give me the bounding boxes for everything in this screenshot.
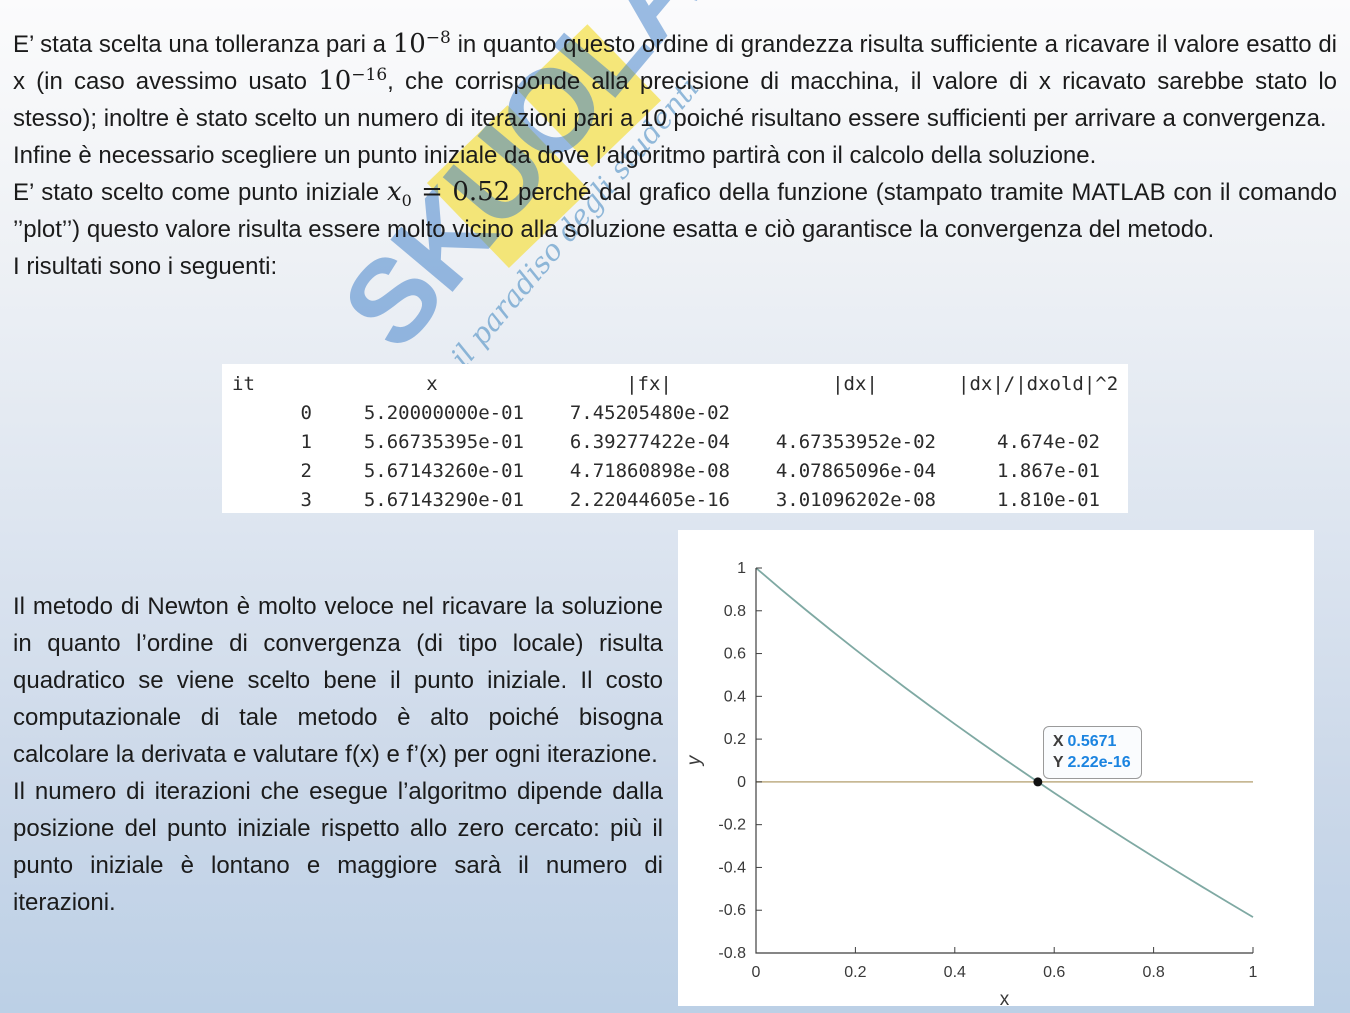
paragraph: E’ stata scelta una tolleranza pari a 10…	[13, 26, 1337, 137]
datatip-box[interactable]: X 0.5671 Y 2.22e-16	[1042, 725, 1142, 779]
axes-lines	[755, 568, 1253, 954]
table-header-cell: it	[232, 373, 255, 395]
y-tick-label: -0.4	[718, 859, 746, 876]
text-run: E’ stato scelto come punto iniziale	[13, 179, 387, 206]
text-run: 10	[318, 66, 352, 96]
root-marker	[1033, 777, 1043, 787]
y-tick-label: -0.2	[718, 817, 746, 834]
plot-canvas: 0 0.2 0.4 0.6 0.8 1 -0.8 -0.6 -0.4 -0.2 0 0.2 0.4 0.6…	[684, 560, 1258, 1006]
table-cell: 1.810e-01	[997, 489, 1100, 511]
text-run: I risultati sono i seguenti:	[13, 253, 278, 280]
text-run: perché dal grafico della funzione (stamp…	[13, 179, 1337, 243]
paragraph: E’ stato scelto come punto iniziale x0 =…	[13, 174, 1337, 248]
datatip-y-label: Y	[1052, 753, 1064, 771]
y-tick-label: 0.2	[724, 731, 746, 748]
iteration-results-table: it x |fx| |dx| |dx|/|dxold|^2 0 5.20000000e-01…	[222, 364, 1128, 513]
left-text-block: Il metodo di Newton è molto veloce nel r…	[13, 588, 663, 921]
table-cell: 3	[300, 489, 312, 511]
table-cell: 1.867e-01	[997, 460, 1100, 482]
text-run: E’ stata scelta una tolleranza pari a	[13, 31, 393, 58]
x-tick-label: 0	[752, 964, 761, 981]
table-header-cell: |dx|	[832, 373, 878, 395]
table-cell: 1	[300, 431, 312, 453]
datatip-y-row: Y 2.22e-16	[1053, 752, 1131, 773]
table-cell: 3.01096202e-08	[775, 489, 936, 511]
x-tick-label: 0.6	[1043, 964, 1065, 981]
table-row: 0 5.20000000e-01 7.45205480e-02	[222, 399, 1128, 428]
y-tick-label: 1	[737, 560, 746, 577]
table-header-cell: |dx|/|dxold|^2	[958, 373, 1119, 395]
table-cell: 6.39277422e-04	[569, 431, 730, 453]
table-cell: 4.674e-02	[997, 431, 1100, 453]
paragraph: Il numero di iterazioni che esegue l’alg…	[13, 773, 663, 921]
datatip-x-row: X 0.5671	[1053, 731, 1131, 752]
text-run: −16	[351, 65, 388, 85]
paragraph: Infine è necessario scegliere un punto i…	[13, 137, 1337, 174]
table-cell: 5.67143260e-01	[363, 460, 524, 482]
table-cell: 5.67143290e-01	[363, 489, 524, 511]
y-tick-label: 0	[737, 774, 746, 791]
top-text-block: E’ stata scelta una tolleranza pari a 10…	[13, 26, 1337, 285]
x-tick-label: 1	[1249, 964, 1258, 981]
y-axis-label: y	[684, 754, 705, 767]
table-row: 1 5.66735395e-01 6.39277422e-04 4.67353952e…	[222, 428, 1128, 457]
paragraph: I risultati sono i seguenti:	[13, 248, 1337, 285]
paragraph: Il metodo di Newton è molto veloce nel r…	[13, 588, 663, 773]
text-run: 0	[401, 190, 412, 210]
table-cell: 5.66735395e-01	[363, 431, 524, 453]
table-cell: 2.22044605e-16	[569, 489, 730, 511]
y-tick-label: 0.4	[724, 688, 746, 705]
function-curve	[755, 567, 1254, 918]
table-row: 3 5.67143290e-01 2.22044605e-16 3.01096202e…	[222, 486, 1128, 515]
datatip-y-value: 2.22e-16	[1067, 753, 1131, 771]
text-run: = 0.52	[411, 177, 511, 207]
table-cell: 0	[300, 402, 312, 424]
text-run: Infine è necessario scegliere un punto i…	[13, 142, 1097, 169]
text-run: Il metodo di Newton è molto veloce nel r…	[13, 593, 663, 768]
table-cell	[752, 399, 958, 428]
table-cell: 4.71860898e-08	[569, 460, 730, 482]
text-run: x	[386, 177, 402, 207]
y-tick-label: -0.6	[718, 902, 746, 919]
datatip-x-label: X	[1052, 732, 1064, 750]
table-cell: 4.07865096e-04	[775, 460, 936, 482]
table-cell: 7.45205480e-02	[569, 402, 730, 424]
x-tick-label: 0.2	[844, 964, 866, 981]
y-tick-label: -0.8	[718, 945, 746, 962]
matlab-plot-figure: 0 0.2 0.4 0.6 0.8 1 -0.8 -0.6 -0.4 -0.2 0 0.2 0.4 0.6…	[678, 530, 1314, 1006]
text-run: Il numero di iterazioni che esegue l’alg…	[13, 778, 663, 916]
text-run: 10	[392, 29, 426, 59]
table-header-cell: x	[426, 373, 438, 395]
table-cell: 4.67353952e-02	[775, 431, 936, 453]
y-tick-label: 0.8	[724, 603, 746, 620]
x-tick-label: 0.4	[944, 964, 966, 981]
text-run: −8	[425, 28, 451, 48]
y-tick-label: 0.6	[724, 646, 746, 663]
x-axis-label: x	[1000, 989, 1010, 1006]
table-header-row: it x |fx| |dx| |dx|/|dxold|^2	[222, 370, 1128, 399]
datatip-x-value: 0.5671	[1067, 732, 1117, 750]
x-tick-label: 0.8	[1142, 964, 1164, 981]
table-cell: 2	[300, 460, 312, 482]
table-cell: 5.20000000e-01	[363, 402, 524, 424]
table-header-cell: |fx|	[626, 373, 672, 395]
table-cell	[958, 399, 1122, 428]
table-row: 2 5.67143260e-01 4.71860898e-08 4.07865096e…	[222, 457, 1128, 486]
